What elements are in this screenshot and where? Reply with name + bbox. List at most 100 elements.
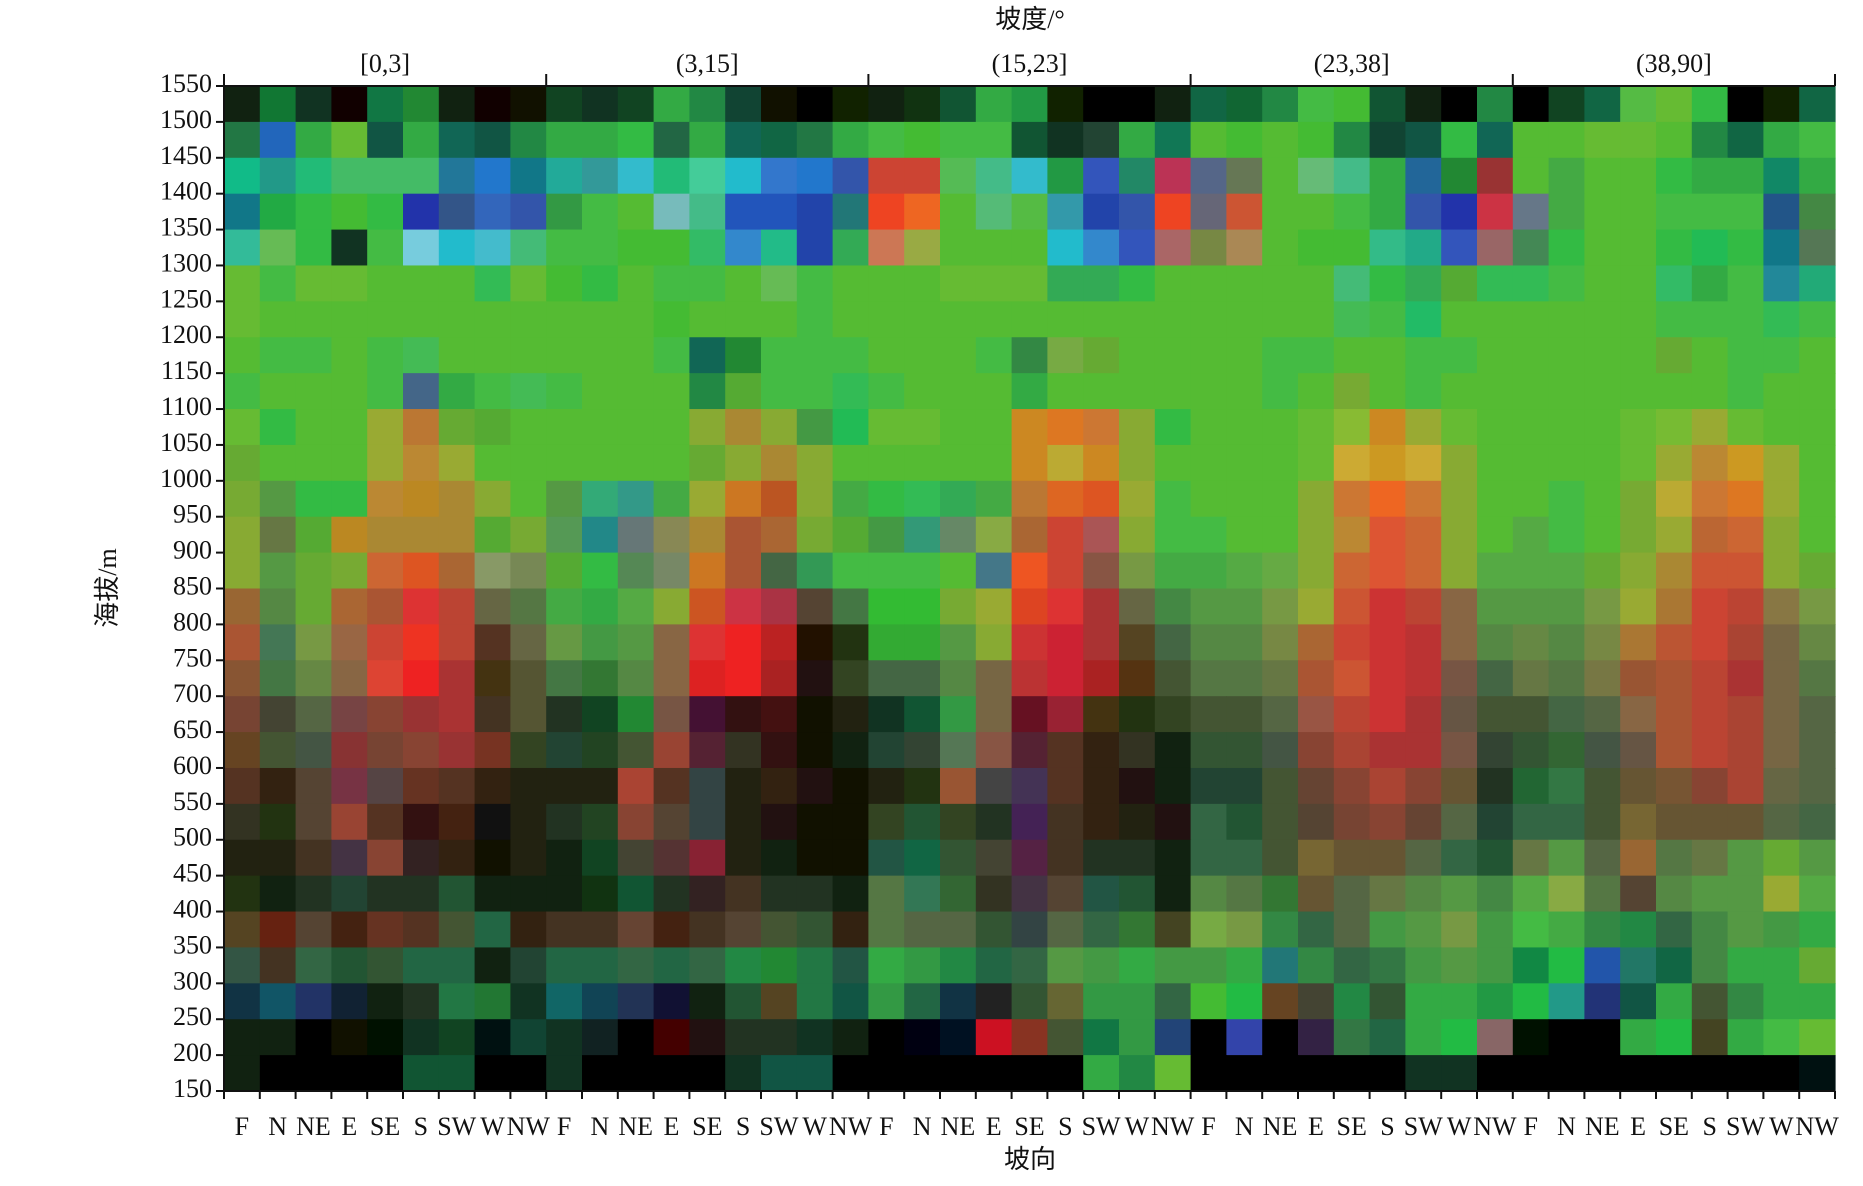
heatmap-cell [403,696,440,733]
heatmap-cell [1262,193,1299,231]
heatmap-cell [1584,947,1621,984]
heatmap-cell [689,803,726,841]
heatmap-cell [1727,983,1764,1020]
heatmap-cell [1226,696,1263,733]
heatmap-cell [1656,947,1693,984]
heatmap-cell [1298,1055,1335,1092]
heatmap-cell [975,767,1013,805]
heatmap-cell [1512,839,1550,877]
heatmap-cell [796,947,834,984]
heatmap-cell [582,839,619,877]
heatmap-cell [1405,157,1442,195]
heatmap-cell [1333,193,1371,231]
heatmap-cell [617,337,655,374]
heatmap-cell [975,624,1013,661]
heatmap-cell [904,624,941,661]
heatmap-cell [510,229,547,267]
heatmap-cell [1405,516,1442,554]
x-tick-label: W [480,1112,505,1141]
heatmap-cell [546,229,583,267]
heatmap-cell [438,803,476,841]
heatmap-cell [331,86,368,123]
heatmap-cell [975,732,1013,769]
heatmap-cell [1047,767,1084,805]
heatmap-cell [1119,265,1156,302]
heatmap-cell [438,86,476,123]
heatmap-cell [1298,444,1335,482]
heatmap-cell [761,121,798,159]
heatmap-cell [617,839,655,877]
heatmap-cell [1548,409,1585,446]
heatmap-cell [1799,373,1836,410]
heatmap-cell [1799,157,1836,195]
heatmap-cell [1262,660,1299,697]
heatmap-cell [1477,767,1514,805]
heatmap-cell [1763,409,1800,446]
heatmap-cell [940,86,977,123]
heatmap-cell [1190,983,1227,1020]
heatmap-cell [1763,301,1800,338]
heatmap-cell [1548,193,1585,231]
heatmap-cell [1119,229,1156,267]
heatmap-cell [689,121,726,159]
heatmap-cell [1154,588,1192,625]
heatmap-cell [1333,552,1371,590]
heatmap-cell [868,337,905,374]
heatmap-cell [546,193,583,231]
heatmap-cell [1584,265,1621,302]
heatmap-cell [1727,1019,1764,1056]
heatmap-cell [725,732,762,769]
heatmap-cell [1333,301,1371,338]
heatmap-cell [403,947,440,984]
heatmap-cell [1190,337,1227,374]
heatmap-cell [868,1019,905,1056]
heatmap-cell [1226,121,1263,159]
heatmap-cell [1298,193,1335,231]
heatmap-cell [1047,516,1084,554]
heatmap-cell [1262,696,1299,733]
heatmap-cell [1477,624,1514,661]
heatmap-cell [259,732,297,769]
heatmap-cell [438,552,476,590]
heatmap-cell [1154,373,1192,410]
heatmap-cell [1369,1019,1406,1056]
heatmap-cell [1333,1055,1371,1092]
heatmap-cell [1298,229,1335,267]
heatmap-cell [474,193,511,231]
heatmap-cell [617,660,655,697]
heatmap-cell [1799,588,1836,625]
heatmap-cell [1083,301,1120,338]
heatmap-cell [1727,265,1764,302]
x-tick-label: NW [1151,1112,1195,1141]
heatmap-cell [1512,265,1550,302]
heatmap-cell [796,911,834,949]
heatmap-cell [474,732,511,769]
heatmap-cell [546,696,583,733]
heatmap-cell [617,696,655,733]
heatmap-cell [1369,624,1406,661]
heatmap-cell [796,767,834,805]
heatmap-cell [1799,1019,1836,1056]
heatmap-cell [259,1019,297,1056]
heatmap-cell [1477,696,1514,733]
y-tick-label: 150 [173,1074,212,1103]
heatmap-cell [1011,157,1048,195]
heatmap-cell [367,552,404,590]
heatmap-cell [438,947,476,984]
heatmap-cell [474,121,511,159]
heatmap-cell [689,373,726,410]
heatmap-cell [259,696,297,733]
heatmap-cell [1298,803,1335,841]
heatmap-cell [1047,157,1084,195]
heatmap-cell [1512,516,1550,554]
heatmap-cell [438,1055,476,1092]
heatmap-cell [1799,947,1836,984]
heatmap-cell [940,624,977,661]
heatmap-cell [1512,911,1550,949]
heatmap-cell [403,767,440,805]
heatmap-cell [761,301,798,338]
heatmap-cell [403,444,440,482]
heatmap-cell [1262,516,1299,554]
heatmap-cell [510,983,547,1020]
heatmap-cell [403,516,440,554]
